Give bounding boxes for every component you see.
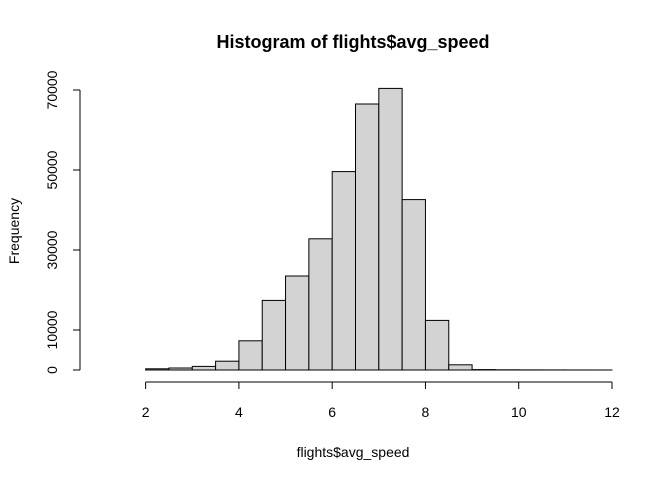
histogram-bar-3: [215, 360, 240, 371]
histogram-bar-5: [261, 299, 287, 371]
x-tick-label: 8: [422, 404, 430, 420]
y-tick-label: 70000: [44, 70, 60, 109]
y-axis: 0 10000 30000 50000 70000: [44, 70, 81, 374]
histogram-bar-11: [401, 199, 426, 371]
histogram-bar-6: [285, 275, 310, 371]
y-tick-label: 0: [44, 366, 60, 374]
x-tick-label: 4: [235, 404, 243, 420]
histogram-bar-1: [168, 367, 193, 371]
histogram-bar-0: [145, 368, 170, 371]
histogram-bar-13: [448, 364, 473, 371]
histogram-bar-10: [378, 87, 403, 371]
histogram-bar-2: [191, 365, 217, 371]
y-axis-label: Frequency: [6, 198, 22, 264]
x-tick-label: 2: [142, 404, 150, 420]
x-tick-label: 12: [604, 404, 620, 420]
histogram-bar-9: [355, 103, 380, 371]
histogram-bar-4: [238, 340, 263, 371]
histogram-bar-8: [331, 171, 357, 371]
histogram-bars: [145, 87, 613, 371]
histogram-bar-7: [308, 238, 333, 371]
x-axis: 2 4 6 8 10 12: [142, 381, 620, 420]
y-tick-label: 10000: [44, 310, 60, 349]
histogram-bar-12: [424, 319, 450, 371]
x-tick-label: 10: [511, 404, 527, 420]
x-axis-label: flights$avg_speed: [297, 444, 410, 460]
y-tick-label: 50000: [44, 150, 60, 189]
chart-title: Histogram of flights$avg_speed: [216, 32, 489, 52]
y-tick-label: 30000: [44, 230, 60, 269]
x-tick-label: 6: [328, 404, 336, 420]
